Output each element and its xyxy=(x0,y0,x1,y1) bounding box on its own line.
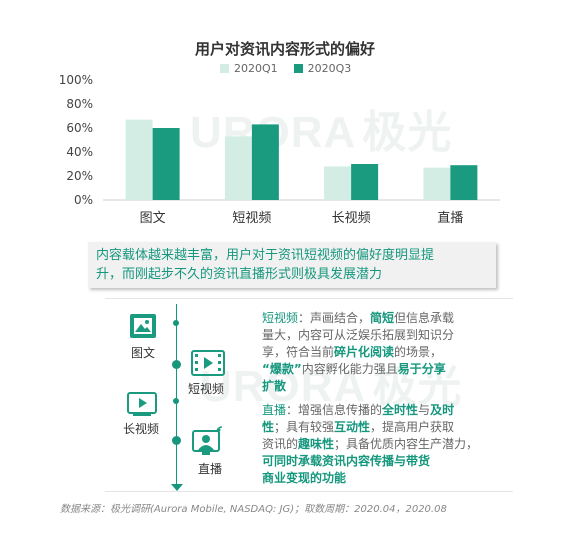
live-line-4: 可同时承载资讯内容传播与带货 xyxy=(262,453,502,470)
live-line-3: 资讯的趣味性；具备优质内容生产潜力， xyxy=(262,436,502,453)
y-tick-label: 0% xyxy=(74,193,93,207)
sv-line-1: 短视频：声画结合，简短但信息承载 xyxy=(262,310,502,327)
sv-highlight: 简短 xyxy=(370,311,395,325)
live-highlight: 及时 xyxy=(430,403,455,417)
sv-highlight: “爆款” xyxy=(262,362,302,376)
legend-swatch-q1 xyxy=(220,64,229,73)
x-tick-label: 短视频 xyxy=(232,211,271,226)
timeline-dot-1 xyxy=(173,320,179,326)
summary-banner: 内容载体越来越丰富，用户对于资讯短视频的偏好度明显提 升，而刚起步不久的资讯直播… xyxy=(88,242,496,288)
legend-label-q1: 2020Q1 xyxy=(234,62,278,75)
sv-text: 但信息承载 xyxy=(394,311,455,325)
live-highlight: 趣味性 xyxy=(298,437,335,451)
sv-line-3: 享，符合当前碎片化阅读的场景， xyxy=(262,344,502,361)
legend-label-q3: 2020Q3 xyxy=(307,62,352,75)
live-highlight: 可同时承载资讯内容传播与带货 xyxy=(262,454,431,468)
live-text: ；具备优质内容生产潜力， xyxy=(334,437,479,451)
live-highlight: 全时性 xyxy=(382,403,419,417)
timeline-dot-3 xyxy=(173,398,179,404)
bar-2020Q1-2 xyxy=(324,166,352,200)
icon-label-long-video: 长视频 xyxy=(123,422,160,436)
bar-chart: 0% 20% 40% 60% 80% 100% 图文 短视频 长视频 直播 xyxy=(59,73,500,226)
legend-swatch-q3 xyxy=(293,64,303,73)
timeline-arrow xyxy=(171,484,183,491)
watermark-brand: 极光 xyxy=(362,108,453,157)
sv-text: 的场景， xyxy=(394,345,443,359)
x-tick-label: 长视频 xyxy=(332,211,371,226)
y-tick-label: 40% xyxy=(66,145,93,159)
live-text: 与 xyxy=(418,403,431,417)
video-film-icon xyxy=(191,350,225,376)
data-source-note: 数据来源：极光调研(Aurora Mobile, NASDAQ: JG)；取数周… xyxy=(60,504,447,515)
detail-panel xyxy=(105,298,513,492)
watermark-text-2: URORA xyxy=(200,362,367,411)
timeline-dot-4 xyxy=(172,436,181,445)
icon-label-image: 图文 xyxy=(131,346,156,360)
live-text: ，提高用户获取 xyxy=(370,420,455,434)
bar-2020Q3-3 xyxy=(450,165,478,200)
sv-line-4: “爆款”内容孵化能力强且易于分享 xyxy=(262,361,502,378)
play-icon xyxy=(127,392,157,416)
bar-2020Q3-1 xyxy=(251,124,279,200)
live-highlight: 商业变现的功能 xyxy=(262,471,347,485)
live-text: ：增强信息传播的 xyxy=(286,403,383,417)
sv-text: 内容孵化能力强且 xyxy=(301,362,398,376)
timeline-dot-2 xyxy=(172,360,181,369)
sv-text: ：声画结合， xyxy=(298,311,371,325)
legend-item-q3: 2020Q3 xyxy=(293,62,352,75)
live-line-1: 直播：增强信息传播的全时性与及时 xyxy=(262,402,502,419)
live-highlight: 互动性 xyxy=(334,420,371,434)
live-description: 直播：增强信息传播的全时性与及时 性；具有较强互动性，提高用户获取 资讯的趣味性… xyxy=(262,402,502,487)
y-tick-label: 80% xyxy=(66,97,93,111)
bar-2020Q1-0 xyxy=(125,119,153,200)
y-tick-label: 100% xyxy=(59,73,93,87)
sv-highlight: 碎片化阅读 xyxy=(334,345,395,359)
live-keyword: 直播 xyxy=(262,403,287,417)
chart-legend: 2020Q1 2020Q3 xyxy=(220,62,351,75)
chart-title: 用户对资讯内容形式的偏好 xyxy=(194,40,375,58)
sv-text: 享，符合当前 xyxy=(262,345,335,359)
short-video-description: 短视频：声画结合，简短但信息承载 量大，内容可从泛娱乐拓展到知识分 享，符合当前… xyxy=(262,310,502,395)
legend-item-q1: 2020Q1 xyxy=(220,62,278,75)
watermark-bottom: URORA 极光 xyxy=(200,350,462,414)
sv-highlight: 扩散 xyxy=(262,379,287,393)
summary-line-1: 内容载体越来越丰富，用户对于资讯短视频的偏好度明显提 xyxy=(96,248,435,263)
live-text: ；具有较强 xyxy=(274,420,335,434)
timeline-line xyxy=(176,304,177,486)
icon-label-live: 直播 xyxy=(198,462,223,476)
y-tick-label: 20% xyxy=(66,169,93,183)
watermark-brand-2: 极光 xyxy=(372,362,463,411)
x-tick-label: 图文 xyxy=(140,211,166,226)
sv-line-2: 量大，内容可从泛娱乐拓展到知识分 xyxy=(262,328,455,342)
summary-line-2: 升，而刚起步不久的资讯直播形式则极具发展潜力 xyxy=(96,267,383,282)
bar-2020Q3-2 xyxy=(351,164,379,200)
bar-2020Q3-0 xyxy=(152,128,180,200)
live-person-icon xyxy=(192,426,223,455)
y-tick-label: 60% xyxy=(66,121,93,135)
x-tick-label: 直播 xyxy=(437,211,463,226)
live-text: 资讯的 xyxy=(262,437,299,451)
sv-highlight: 易于分享 xyxy=(397,362,446,376)
icon-label-short-video: 短视频 xyxy=(188,382,225,396)
bar-2020Q1-1 xyxy=(224,136,252,200)
live-line-2: 性；具有较强互动性，提高用户获取 xyxy=(262,419,502,436)
live-line-5: 商业变现的功能 xyxy=(262,470,502,487)
bar-2020Q1-3 xyxy=(423,167,451,200)
sv-line-5: 扩散 xyxy=(262,378,502,395)
image-icon xyxy=(130,314,156,338)
sv-keyword: 短视频 xyxy=(262,311,299,325)
live-highlight: 性 xyxy=(262,420,275,434)
